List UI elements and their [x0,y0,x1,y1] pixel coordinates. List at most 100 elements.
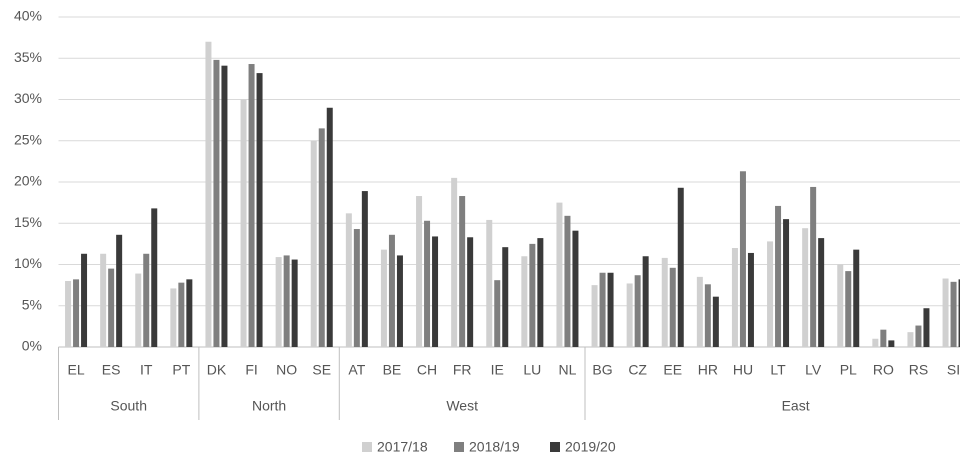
bar [65,281,72,347]
bar [767,241,774,347]
bar [326,107,333,347]
x-tick-label: EL [67,362,84,378]
bar [416,196,423,347]
bar [942,278,949,347]
y-tick-label: 40% [14,8,42,24]
bar [388,234,395,347]
group-label: South [110,398,147,414]
bar [221,65,228,348]
bar [564,215,571,347]
y-tick-label: 25% [14,131,42,147]
bar [880,329,887,347]
bar [958,279,960,347]
bar [424,220,431,347]
y-tick-label: 20% [14,173,42,189]
bar [853,249,860,347]
x-tick-label: LV [805,362,822,378]
x-tick-label: FR [453,362,472,378]
bar [451,177,458,347]
x-tick-label: SI [947,362,960,378]
bar [318,128,325,347]
bar [529,243,536,347]
bar [178,282,185,347]
bar [213,59,220,348]
bar [888,340,895,347]
x-tick-label: BE [383,362,402,378]
legend-swatch [454,442,464,452]
bar [353,229,360,347]
bar [837,264,844,347]
x-tick-label: AT [348,362,365,378]
bar [537,238,544,347]
bar [642,256,649,347]
bar [634,275,641,347]
bar [502,247,509,347]
x-tick-label: HR [698,362,718,378]
bar [81,253,88,347]
bar [275,257,282,347]
bar [100,253,107,347]
y-tick-label: 5% [22,296,42,312]
legend-label: 2018/19 [469,439,520,455]
bar [521,256,528,347]
group-label: East [782,398,810,414]
bar [345,213,352,347]
bar [696,276,703,347]
y-tick-label: 10% [14,255,42,271]
x-tick-label: IE [491,362,504,378]
x-tick-label: PL [840,362,857,378]
bar [775,205,782,347]
x-tick-label: FI [245,362,257,378]
bar [256,73,263,347]
bar [494,280,501,347]
y-tick-label: 15% [14,214,42,230]
bar [170,288,177,347]
bar [151,208,158,347]
x-tick-label: RO [873,362,894,378]
bar [396,255,403,347]
x-tick-label: RS [909,362,928,378]
bar [240,99,247,347]
bar [591,285,598,347]
bar [467,237,474,347]
legend-swatch [550,442,560,452]
legend-label: 2017/18 [377,439,428,455]
x-tick-label: NO [276,362,297,378]
bar [677,187,684,347]
legend-label: 2019/20 [565,439,616,455]
x-tick-label: IT [140,362,153,378]
bar [626,283,633,347]
bar [818,238,825,347]
bar [923,308,930,347]
bar [108,268,115,347]
bar [747,252,754,347]
bar [248,64,255,348]
bar [704,284,711,347]
x-tick-label: LT [770,362,786,378]
bar [283,255,290,347]
bar [459,196,466,347]
y-tick-label: 0% [22,338,42,354]
x-tick-label: BG [592,362,612,378]
x-tick-label: CZ [628,362,647,378]
x-tick-label: SE [312,362,331,378]
group-label: West [446,398,478,414]
bar [572,230,579,347]
x-tick-label: LU [523,362,541,378]
bar [802,228,809,347]
legend-swatch [362,442,372,452]
y-tick-label: 35% [14,49,42,65]
x-tick-label: CH [417,362,437,378]
bar [712,296,719,347]
bar [556,202,563,347]
bar [739,171,746,347]
x-tick-label: ES [102,362,121,378]
bar [810,186,817,347]
bar [950,281,957,347]
x-tick-label: DK [207,362,227,378]
bar [291,259,298,347]
bar [186,279,193,347]
bar [116,234,123,347]
bar [607,272,614,347]
bar [731,248,738,347]
